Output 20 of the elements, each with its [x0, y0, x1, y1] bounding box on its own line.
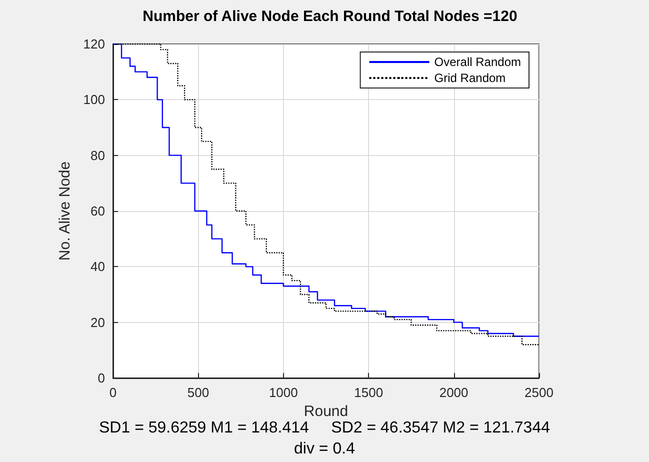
text: SD1 = 59.6259 M1 = 148.414 SD2 = 46.3547 M2 = 121.7344 — [99, 420, 550, 436]
y-tick-label: 120 — [83, 36, 105, 52]
x-tick-label: 1500 — [354, 385, 384, 400]
x-tick-label: 2500 — [524, 385, 554, 400]
y-tick-label: 80 — [90, 148, 105, 163]
x-tick-label: 2000 — [439, 385, 468, 400]
x-tick-label: 1000 — [268, 385, 298, 400]
y-tick-label: 20 — [90, 314, 105, 330]
y-tick-label: 60 — [90, 204, 105, 218]
y-axis-title: No. Alive Node — [56, 161, 74, 261]
legend-label: Grid Random — [434, 71, 506, 85]
text: div = 0.4 — [294, 440, 356, 458]
x-tick-label: 0 — [109, 385, 117, 400]
x-axis-title: Round — [304, 402, 348, 420]
y-tick-label: 0 — [98, 370, 105, 386]
legend-label: Overall Random — [434, 55, 522, 69]
chart-title: Number of Alive Node Each Round Total Nodes =120 — [142, 8, 518, 25]
y-tick-label: 100 — [83, 92, 105, 108]
y-tick-label: 40 — [90, 259, 105, 274]
x-tick-label: 500 — [187, 385, 210, 400]
